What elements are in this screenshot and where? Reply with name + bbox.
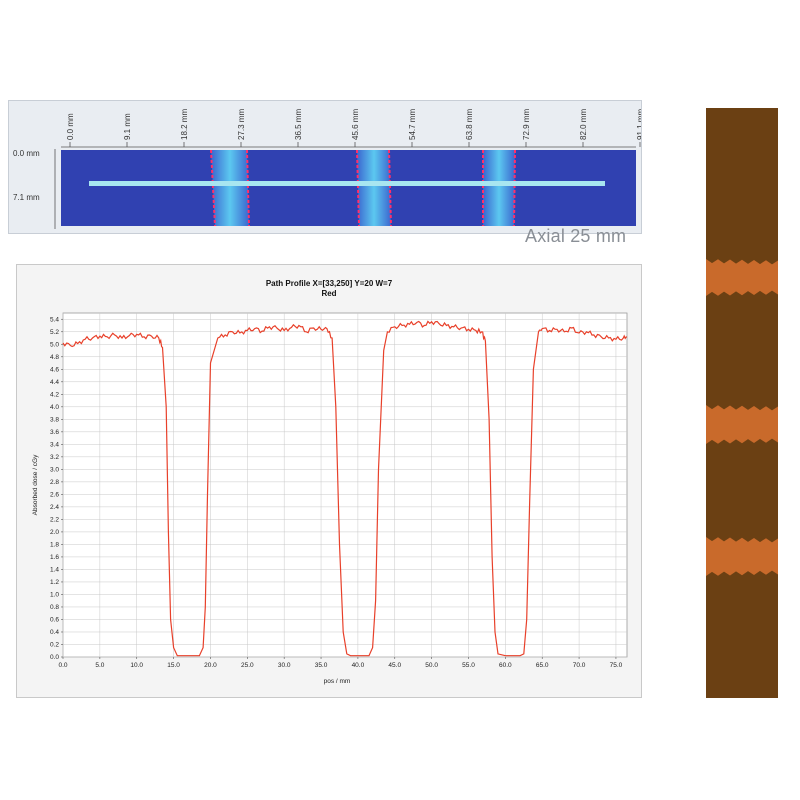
y-tick-label: 0.4 [50,629,59,636]
ruler-x-label: 27.3 mm [237,109,246,140]
ruler-y-label-0: 0.0 mm [13,149,40,158]
x-tick-label: 75.0 [610,662,623,669]
y-tick-label: 4.2 [50,392,59,399]
x-axis-ticks: 0.0 5.0 10.0 15.0 20.0 25.0 30.0 35.0 40.0 45.0 50… [58,657,623,669]
strip-gap-band-3 [706,537,778,576]
y-tick-label: 4.6 [50,366,59,373]
x-tick-label: 10.0 [130,662,143,669]
ruler-x-axis: 0.0 mm 9.1 mm 18.2 mm 27.3 mm 36.5 mm 45.6 mm… [66,109,641,147]
x-tick-label: 5.0 [95,662,104,669]
ruler-x-label: 91.1 mm [636,109,641,140]
ruler-x-label: 82.0 mm [579,109,588,140]
y-tick-label: 3.8 [50,417,59,424]
film-scan-panel: 0.0 mm 9.1 mm 18.2 mm 27.3 mm 36.5 mm 45.6 mm… [8,100,642,234]
profile-chart: 0.0 0.2 0.4 0.6 0.8 1.0 1.2 1.4 1.6 1.8 2.0 2.2 2.4 2… [32,312,628,685]
x-tick-label: 25.0 [241,662,254,669]
x-tick-label: 70.0 [573,662,586,669]
x-tick-label: 55.0 [462,662,475,669]
ruler-x-label: 9.1 mm [123,113,132,140]
y-tick-label: 0.0 [50,654,59,661]
plot-title: Path Profile X=[33,250] Y=20 W=7 Red [17,279,641,299]
film-scan-view: 0.0 mm 9.1 mm 18.2 mm 27.3 mm 36.5 mm 45.6 mm… [13,109,641,229]
plot-grid [62,313,627,658]
y-tick-label: 1.8 [50,542,59,549]
series-group [62,320,628,657]
y-tick-label: 5.4 [50,316,59,323]
x-tick-label: 60.0 [499,662,512,669]
y-axis-label: Absorbed dose / cGy [32,454,39,515]
ruler-x-label: 72.9 mm [522,109,531,140]
y-tick-label: 3.0 [50,467,59,474]
y-tick-label: 3.6 [50,429,59,436]
y-tick-label: 4.4 [50,379,59,386]
ruler-y-label-1: 7.1 mm [13,193,40,202]
series-line-0 [62,320,628,657]
profile-plot-panel: Path Profile X=[33,250] Y=20 W=7 Red 0.0… [16,264,642,698]
film-strip [706,108,778,698]
x-tick-label: 40.0 [352,662,365,669]
gap-edges [210,149,516,227]
x-tick-label: 65.0 [536,662,549,669]
y-tick-label: 5.0 [50,341,59,348]
y-tick-label: 2.6 [50,492,59,499]
y-tick-label: 3.2 [50,454,59,461]
y-tick-label: 2.2 [50,517,59,524]
y-axis-ticks: 0.0 0.2 0.4 0.6 0.8 1.0 1.2 1.4 1.6 1.8 2.0 2.2 2.4 2… [50,316,63,661]
plot-title-line-2: Red [321,289,337,298]
film-gap-3 [483,150,515,226]
ruler-x-label: 36.5 mm [294,109,303,140]
y-tick-label: 0.6 [50,617,59,624]
y-tick-label: 4.0 [50,404,59,411]
film-strip-bands [706,259,778,576]
x-axis-label: pos / mm [324,678,351,685]
ruler-x-label: 54.7 mm [408,109,417,140]
ruler-x-label: 63.8 mm [465,109,474,140]
profile-path-line[interactable] [89,181,605,186]
ruler-x-label: 0.0 mm [66,113,75,140]
y-tick-label: 1.6 [50,554,59,561]
plot-title-line-1: Path Profile X=[33,250] Y=20 W=7 [265,279,393,288]
y-tick-label: 2.0 [50,529,59,536]
axial-caption: Axial 25 mm [525,226,627,246]
x-tick-label: 15.0 [167,662,180,669]
y-tick-label: 5.2 [50,329,59,336]
strip-gap-band-2 [706,405,778,444]
y-tick-label: 1.0 [50,592,59,599]
strip-gap-band-1 [706,259,778,296]
ruler-x-label: 18.2 mm [180,109,189,140]
y-tick-label: 1.4 [50,567,59,574]
ruler-x-label: 45.6 mm [351,109,360,140]
x-tick-label: 20.0 [204,662,217,669]
y-tick-label: 2.4 [50,504,59,511]
y-tick-label: 2.8 [50,479,59,486]
y-tick-label: 1.2 [50,579,59,586]
y-tick-label: 0.2 [50,642,59,649]
x-tick-label: 35.0 [315,662,328,669]
film-gap-2 [357,150,391,226]
x-tick-label: 30.0 [278,662,291,669]
film-image [61,150,636,226]
film-strip-image [706,108,778,698]
film-gap-1 [211,150,249,226]
y-tick-label: 3.4 [50,442,59,449]
y-tick-label: 0.8 [50,604,59,611]
y-tick-label: 4.8 [50,354,59,361]
x-tick-label: 50.0 [425,662,438,669]
x-tick-label: 0.0 [58,662,67,669]
x-tick-label: 45.0 [388,662,401,669]
